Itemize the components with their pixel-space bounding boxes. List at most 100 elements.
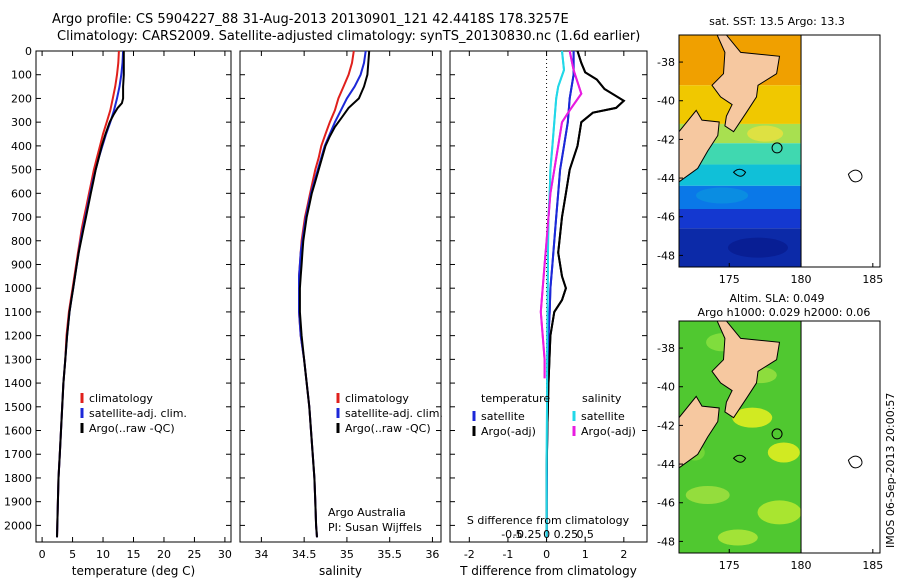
depth-tick-label: 1900 [4, 496, 32, 509]
legend-group-title: salinity [582, 392, 622, 405]
depth-tick-label: 1300 [4, 353, 32, 366]
salinity-xlabel: salinity [319, 564, 362, 578]
sla_map-field-patch [767, 442, 800, 463]
depth-tick-label: 900 [11, 258, 32, 271]
temperature-xtick-label: 25 [187, 548, 201, 561]
argo-position-marker [771, 428, 783, 440]
sst_map-ytick-label: -46 [657, 211, 675, 224]
chatham-islands-outline [847, 169, 863, 183]
legend-group-title: temperature [481, 392, 550, 405]
bank-contour [732, 454, 747, 463]
salinity-series-line [298, 50, 371, 538]
depth-tick-label: 0 [25, 45, 32, 58]
temperature-xtick-label: 5 [69, 548, 76, 561]
depth-tick-label: 500 [11, 164, 32, 177]
salinity-xtick-label: 35.5 [377, 548, 402, 561]
temperature-axes-frame [35, 50, 232, 543]
south-island-land [679, 109, 720, 183]
sst_map-field-band [679, 209, 802, 229]
sla_map-field-patch [757, 500, 802, 525]
sst_map-field-patch [747, 125, 784, 142]
sla_map-xtick-label: 185 [862, 559, 883, 572]
legend-entry: Argo(..raw -QC) [345, 422, 431, 435]
salinity-panel: 34 34.5 35 35.5 36 salinity climatology satelli… [239, 50, 443, 578]
temperature-xlabel: temperature (deg C) [72, 564, 195, 578]
sst_map-xtick-label: 180 [791, 273, 812, 286]
sla_map-frame [678, 320, 881, 554]
float-owner-annotation: Argo Australia [328, 506, 406, 519]
sla_map-xtick-label: 175 [719, 559, 740, 572]
sst_map-frame [678, 34, 881, 268]
chatham-islands-outline [847, 455, 863, 469]
s-diff-tick-label: 0.25 [554, 528, 579, 541]
difference-xtick-label: 0 [543, 548, 550, 561]
figure-title-line1: Argo profile: CS 5904227_88 31-Aug-2013 … [52, 12, 569, 27]
sst-map-title: sat. SST: 13.5 Argo: 13.3 [709, 15, 845, 28]
sla_map-field [679, 321, 802, 553]
depth-tick-label: 800 [11, 235, 32, 248]
depth-tick-label: 1400 [4, 377, 32, 390]
salinity-xtick-label: 35 [340, 548, 354, 561]
difference-panel: -2 -1 0 1 2 T difference from climatology -0.5… [449, 50, 648, 578]
sla_map-xtick-label: 180 [791, 559, 812, 572]
s-diff-tick-label: -0.5 [501, 528, 522, 541]
sst_map-ytick-label: -38 [657, 56, 675, 69]
difference-series-line [539, 50, 583, 379]
sst-map-panel: 175 180 185 -38 -40 -42 -44 -46 -48 sat. SST: 13.… [657, 15, 883, 286]
salinity-xtick-label: 34.5 [292, 548, 317, 561]
sla_map-ytick-label: -46 [657, 497, 675, 510]
depth-tick-label: 1200 [4, 330, 32, 343]
north-island-land [711, 321, 781, 419]
sst_map-ytick-label: -40 [657, 95, 675, 108]
difference-xtick-label: 1 [582, 548, 589, 561]
depth-tick-label: 700 [11, 211, 32, 224]
temperature-xtick-label: 15 [127, 548, 141, 561]
sst_map-ytick-label: -48 [657, 249, 675, 262]
depth-tick-label: 2000 [4, 519, 32, 532]
sla-map-title: Altim. SLA: 0.049 [729, 292, 824, 305]
salinity-axes-frame [239, 50, 442, 543]
north-island-land [711, 35, 781, 133]
difference-series-line [545, 50, 626, 538]
sst_map-field-band [679, 164, 802, 186]
sla-map-panel: 175 180 185 -38 -40 -42 -44 -46 -48 Altim. SLA: 0… [657, 292, 883, 572]
sst_map-xtick-label: 185 [862, 273, 883, 286]
depth-tick-label: 200 [11, 92, 32, 105]
legend-entry: climatology [345, 392, 409, 405]
difference-xtick-label: -2 [464, 548, 475, 561]
s-diff-tick-label: -0.25 [513, 528, 541, 541]
temperature-xtick-label: 10 [96, 548, 110, 561]
s-diff-tick-label: 0 [543, 528, 550, 541]
salinity-xtick-label: 36 [425, 548, 439, 561]
difference-xtick-label: -1 [502, 548, 513, 561]
s-diff-tick-label: 0.5 [576, 528, 594, 541]
difference-xtick-label: 2 [620, 548, 627, 561]
salinity-xtick-label: 34 [254, 548, 268, 561]
sst_map-ytick-label: -44 [657, 172, 675, 185]
sst_map-ytick-label: -42 [657, 133, 675, 146]
depth-tick-label: 1000 [4, 282, 32, 295]
timestamp-stamp: IMOS 06-Sep-2013 20:00:57 [884, 392, 897, 548]
legend-entry: satellite-adj. clim. [345, 407, 443, 420]
sst_map-field-patch [696, 187, 749, 204]
argo-position-marker [771, 142, 783, 154]
sla_map-ytick-label: -44 [657, 458, 675, 471]
sst_map-field [679, 35, 802, 267]
sla_map-ytick-label: -40 [657, 381, 675, 394]
south-island-land [679, 395, 720, 469]
depth-tick-label: 1700 [4, 448, 32, 461]
depth-tick-label: 400 [11, 140, 32, 153]
legend-entry: Argo(-adj) [581, 425, 636, 438]
bank-contour [732, 168, 747, 177]
legend-entry: climatology [89, 392, 153, 405]
s-diff-axis-label: S difference from climatology [467, 514, 630, 527]
legend-entry: satellite [581, 410, 625, 423]
sla_map-field-patch [685, 486, 730, 504]
sla_map-ytick-label: -38 [657, 342, 675, 355]
figure-title-line2: Climatology: CARS2009. Satellite-adjuste… [57, 29, 641, 44]
sst_map-field-patch [727, 237, 788, 258]
temperature-xtick-label: 0 [39, 548, 46, 561]
sla_map-ytick-label: -48 [657, 535, 675, 548]
temperature-series-line [56, 51, 125, 538]
legend-entry: satellite [481, 410, 525, 423]
